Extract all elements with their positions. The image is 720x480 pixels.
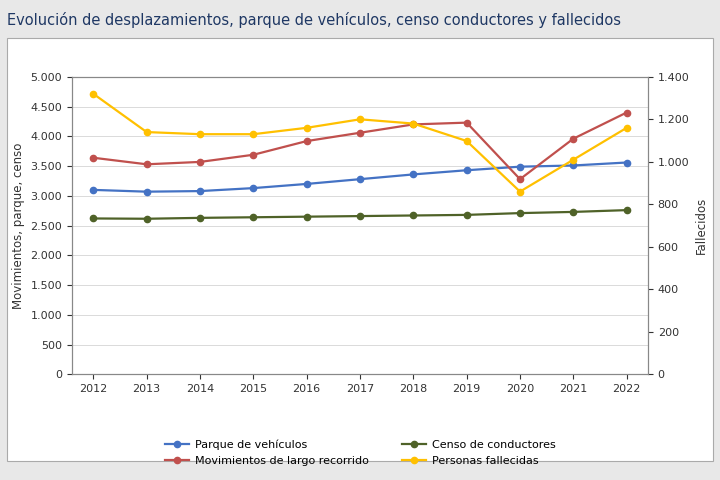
Personas fallecidas: [249, 132, 258, 137]
Parque de vehículos: [516, 164, 524, 169]
Personas fallecidas: [356, 117, 364, 122]
Parque de vehículos: [249, 185, 258, 191]
Line: Censo de conductores: Censo de conductores: [90, 207, 630, 222]
Parque de vehículos: [356, 176, 364, 182]
Text: Evolución de desplazamientos, parque de vehículos, censo conductores y fallecido: Evolución de desplazamientos, parque de …: [7, 12, 621, 28]
Line: Personas fallecidas: Personas fallecidas: [90, 91, 630, 195]
Personas fallecidas: [196, 132, 204, 137]
Movimientos de largo recorrido: [302, 138, 311, 144]
Legend: Parque de vehículos, Movimientos de largo recorrido, Censo de conductores, Perso: Parque de vehículos, Movimientos de larg…: [165, 440, 555, 466]
Parque de vehículos: [143, 189, 151, 194]
Y-axis label: Movimientos, parque, censo: Movimientos, parque, censo: [12, 143, 25, 309]
Parque de vehículos: [409, 171, 418, 177]
Parque de vehículos: [569, 163, 577, 168]
Censo de conductores: [569, 209, 577, 215]
Parque de vehículos: [196, 188, 204, 194]
Personas fallecidas: [143, 129, 151, 135]
Movimientos de largo recorrido: [409, 121, 418, 127]
Personas fallecidas: [516, 189, 524, 194]
Line: Movimientos de largo recorrido: Movimientos de largo recorrido: [90, 109, 630, 182]
Personas fallecidas: [302, 125, 311, 131]
Personas fallecidas: [89, 91, 98, 96]
Personas fallecidas: [569, 157, 577, 163]
Parque de vehículos: [622, 160, 631, 166]
Censo de conductores: [196, 215, 204, 221]
Movimientos de largo recorrido: [569, 136, 577, 142]
Censo de conductores: [143, 216, 151, 222]
Censo de conductores: [462, 212, 471, 218]
Y-axis label: Fallecidos: Fallecidos: [695, 197, 708, 254]
Movimientos de largo recorrido: [249, 152, 258, 157]
Censo de conductores: [516, 210, 524, 216]
Censo de conductores: [249, 215, 258, 220]
Movimientos de largo recorrido: [622, 109, 631, 115]
Movimientos de largo recorrido: [516, 176, 524, 182]
Censo de conductores: [89, 216, 98, 221]
Censo de conductores: [356, 213, 364, 219]
Movimientos de largo recorrido: [143, 161, 151, 167]
Personas fallecidas: [462, 138, 471, 144]
Censo de conductores: [409, 213, 418, 218]
Parque de vehículos: [89, 187, 98, 193]
Parque de vehículos: [302, 181, 311, 187]
Censo de conductores: [302, 214, 311, 219]
Movimientos de largo recorrido: [89, 155, 98, 161]
Movimientos de largo recorrido: [462, 120, 471, 125]
Movimientos de largo recorrido: [356, 130, 364, 136]
Personas fallecidas: [622, 125, 631, 131]
Line: Parque de vehículos: Parque de vehículos: [90, 159, 630, 195]
Parque de vehículos: [462, 168, 471, 173]
Censo de conductores: [622, 207, 631, 213]
Movimientos de largo recorrido: [196, 159, 204, 165]
Personas fallecidas: [409, 120, 418, 126]
